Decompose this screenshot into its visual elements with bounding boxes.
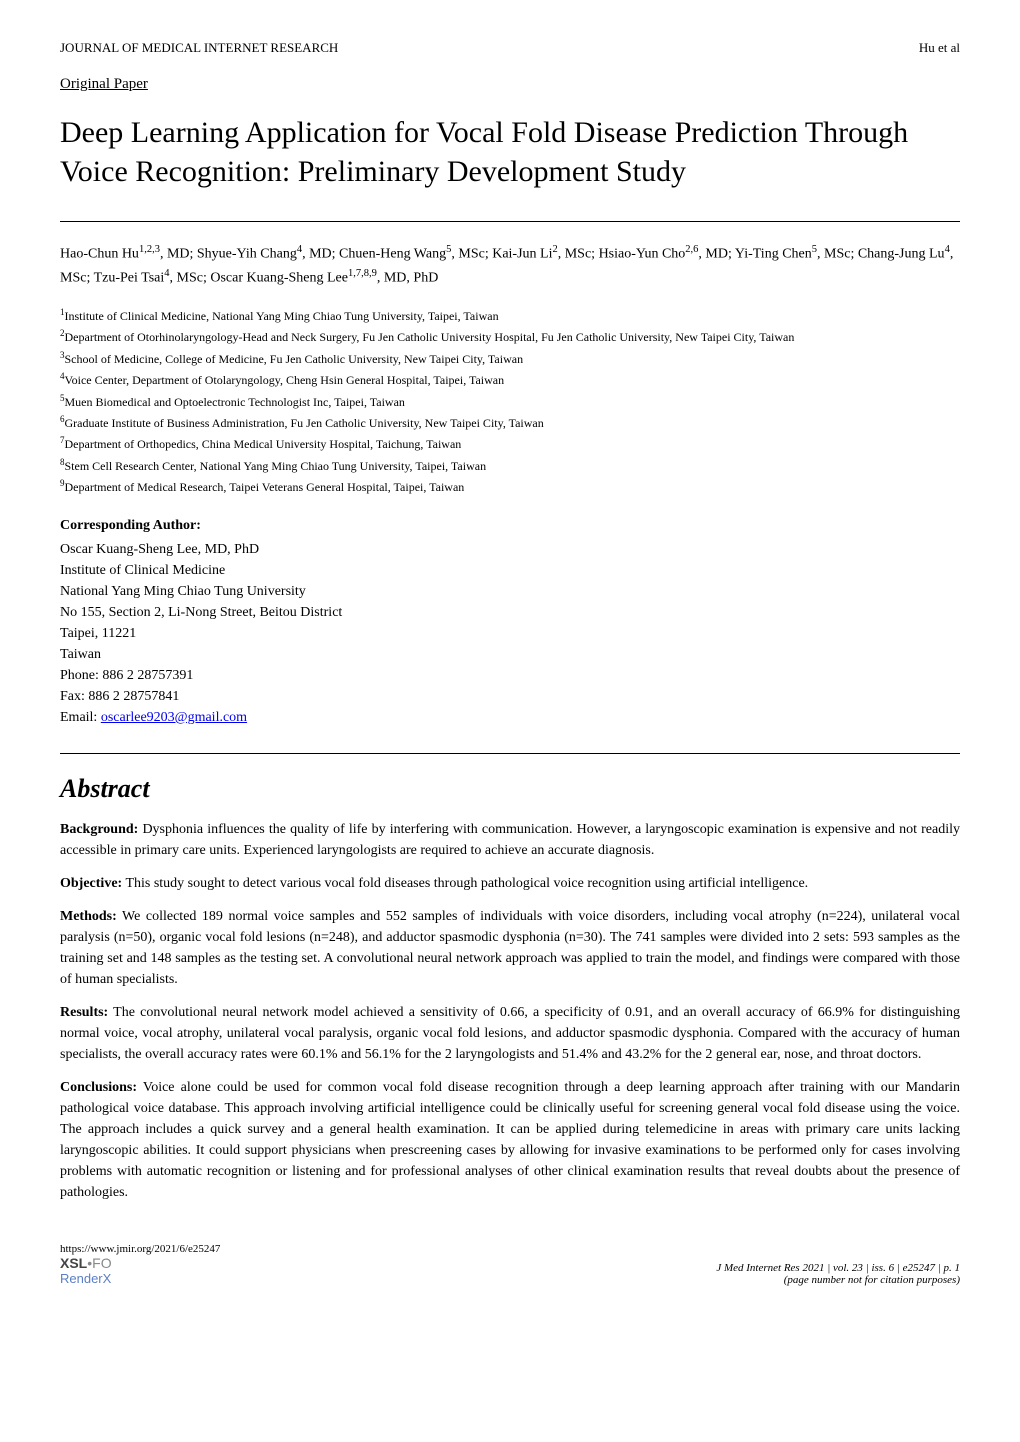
corresponding-university: National Yang Ming Chiao Tung University (60, 581, 960, 602)
email-link[interactable]: oscarlee9203@gmail.com (101, 710, 247, 725)
corresponding-address: No 155, Section 2, Li-Nong Street, Beito… (60, 602, 960, 623)
corresponding-city: Taipei, 11221 (60, 623, 960, 644)
author-list: Hao-Chun Hu1,2,3, MD; Shyue-Yih Chang4, … (60, 242, 960, 290)
affiliation: 9Department of Medical Research, Taipei … (60, 476, 960, 497)
abstract-heading: Abstract (60, 774, 960, 804)
abstract-label: Methods: (60, 909, 117, 924)
corresponding-name: Oscar Kuang-Sheng Lee, MD, PhD (60, 539, 960, 560)
abstract-label: Results: (60, 1005, 108, 1020)
divider-mid (60, 753, 960, 754)
corresponding-fax: Fax: 886 2 28757841 (60, 686, 960, 707)
email-label: Email: (60, 710, 101, 725)
abstract-objective: Objective: This study sought to detect v… (60, 873, 960, 894)
xsl-text: XSL (60, 1255, 87, 1271)
abstract-label: Conclusions: (60, 1080, 137, 1095)
abstract-methods: Methods: We collected 189 normal voice s… (60, 906, 960, 990)
abstract-label: Objective: (60, 876, 122, 891)
affiliations-block: 1Institute of Clinical Medicine, Nationa… (60, 305, 960, 498)
journal-name: JOURNAL OF MEDICAL INTERNET RESEARCH (60, 40, 338, 56)
running-head: Hu et al (919, 40, 960, 56)
renderx-logo: RenderX (60, 1271, 220, 1286)
divider-top (60, 221, 960, 222)
paper-type: Original Paper (60, 76, 960, 93)
abstract-conclusions: Conclusions: Voice alone could be used f… (60, 1077, 960, 1203)
footer-citation: J Med Internet Res 2021 | vol. 23 | iss.… (716, 1262, 960, 1274)
corresponding-country: Taiwan (60, 644, 960, 665)
footer-url: https://www.jmir.org/2021/6/e25247 (60, 1243, 220, 1255)
abstract-text: This study sought to detect various voca… (122, 876, 808, 891)
affiliation: 8Stem Cell Research Center, National Yan… (60, 455, 960, 476)
affiliation: 6Graduate Institute of Business Administ… (60, 412, 960, 433)
affiliation: 3School of Medicine, College of Medicine… (60, 348, 960, 369)
corresponding-author-block: Oscar Kuang-Sheng Lee, MD, PhD Institute… (60, 539, 960, 728)
running-header: JOURNAL OF MEDICAL INTERNET RESEARCH Hu … (60, 40, 960, 56)
xsl-fo-logo: XSL•FO (60, 1255, 220, 1271)
abstract-text: Dysphonia influences the quality of life… (60, 822, 960, 858)
corresponding-institute: Institute of Clinical Medicine (60, 560, 960, 581)
page-footer: https://www.jmir.org/2021/6/e25247 XSL•F… (60, 1243, 960, 1286)
abstract-text: The convolutional neural network model a… (60, 1005, 960, 1062)
affiliation: 5Muen Biomedical and Optoelectronic Tech… (60, 391, 960, 412)
affiliation: 1Institute of Clinical Medicine, Nationa… (60, 305, 960, 326)
corresponding-phone: Phone: 886 2 28757391 (60, 665, 960, 686)
footer-left: https://www.jmir.org/2021/6/e25247 XSL•F… (60, 1243, 220, 1286)
corresponding-author-label: Corresponding Author: (60, 518, 960, 534)
fo-text: •FO (87, 1255, 111, 1271)
affiliation: 7Department of Orthopedics, China Medica… (60, 433, 960, 454)
abstract-background: Background: Dysphonia influences the qua… (60, 819, 960, 861)
affiliation: 2Department of Otorhinolaryngology-Head … (60, 326, 960, 347)
affiliation: 4Voice Center, Department of Otolaryngol… (60, 369, 960, 390)
abstract-text: We collected 189 normal voice samples an… (60, 909, 960, 987)
paper-title: Deep Learning Application for Vocal Fold… (60, 113, 960, 191)
abstract-results: Results: The convolutional neural networ… (60, 1002, 960, 1065)
footer-right: J Med Internet Res 2021 | vol. 23 | iss.… (716, 1262, 960, 1286)
abstract-text: Voice alone could be used for common voc… (60, 1080, 960, 1200)
footer-note: (page number not for citation purposes) (716, 1274, 960, 1286)
corresponding-email-line: Email: oscarlee9203@gmail.com (60, 707, 960, 728)
abstract-label: Background: (60, 822, 138, 837)
